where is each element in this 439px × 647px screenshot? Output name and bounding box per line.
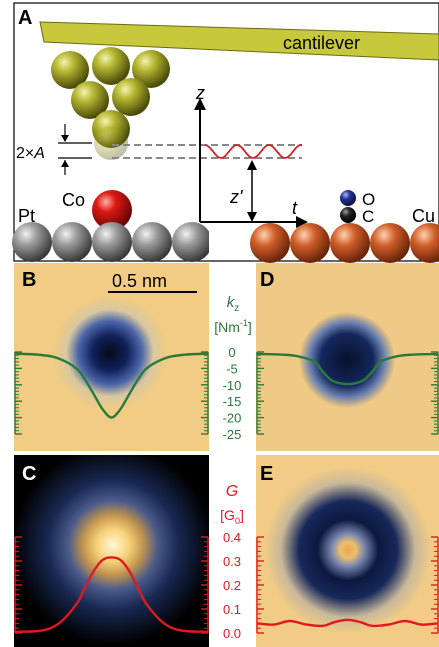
panel-e: E [256,455,439,647]
panel-b-afm-image [52,295,168,411]
pt-atom [12,222,52,262]
kz-tick-label: -5 [226,361,238,376]
panel-c-current-image [14,455,209,645]
tip-atom [92,47,130,85]
panel-e-current-image [256,455,439,647]
g-axis-symbol: G [226,483,238,500]
panel-b-kz-curve [14,352,209,419]
g-tick-label: 0.1 [223,602,241,617]
kz-axis: kz [Nm-1] 0-5 -10-15 -20-25 [214,294,252,442]
g-tick-labels: 0.4 0.3 0.2 0.1 0.0 [223,530,241,641]
oxygen-atom [340,190,356,206]
panel-b-ticks [14,351,209,435]
kz-tick-label: 0 [228,345,235,360]
carbon-atom [340,207,356,223]
panel-c-label: C [22,463,36,485]
kz-axis-unit: [Nm-1] [214,318,252,335]
g-tick-label: 0.3 [223,554,241,569]
tip-atom [112,78,150,116]
panel-e-g-curve [256,618,439,628]
panel-c-ticks [14,536,209,634]
oscillation-curve [204,144,303,159]
z-arrow-head [194,98,206,110]
z-prime-indicator: z' [229,160,257,222]
cantilever-beam [39,21,439,61]
g-tick-label: 0.0 [223,626,241,641]
amplitude-indicator: 2×A [16,124,92,175]
cobalt-label: Co [62,190,85,210]
pt-atom [52,222,92,262]
oxygen-label: O [362,190,375,209]
cu-atom [250,223,290,263]
kz-tick-label: -20 [223,411,242,426]
copper-surface [250,223,439,263]
tip-atom [71,81,109,119]
panel-d-kz-curve [256,352,439,386]
tip-atom [132,50,170,88]
panel-d: D [256,263,439,451]
kz-axis-symbol: kz [227,294,240,314]
surface-gap [209,224,247,260]
cu-atom [370,223,410,263]
kz-tick-labels: 0-5 -10-15 -20-25 [223,345,242,442]
pt-atom [132,222,172,262]
z-t-axes: z t [194,83,308,228]
panel-e-label: E [260,463,273,485]
panel-a: A cantilever 2×A [12,2,439,263]
panel-b-label: B [22,269,36,291]
cantilever-label: cantilever [283,33,360,53]
kz-tick-label: -10 [223,378,242,393]
tip-atom [51,51,89,89]
g-axis-unit: [G0] [220,507,244,526]
panel-d-ticks [256,351,439,435]
amplitude-label: 2×A [16,145,45,162]
platinum-surface [12,222,212,262]
panel-d-label: D [260,269,274,291]
tip-atoms [51,47,170,160]
pt-atom [172,222,212,262]
pt-atom [92,222,132,262]
panel-c-g-curve [14,556,209,633]
z-axis-label: z [195,83,205,103]
t-arrow-head [296,216,308,228]
z-prime-label: z' [229,187,243,207]
g-tick-label: 0.4 [223,530,241,545]
g-axis: G [G0] 0.4 0.3 0.2 0.1 0.0 [220,483,244,641]
kz-tick-label: -25 [223,427,242,442]
tip-atom-shadow [94,126,128,160]
panel-d-afm-image [299,312,395,408]
cu-atom [330,223,370,263]
t-axis-label: t [292,198,298,218]
cobalt-atom [92,190,132,230]
panel-a-label: A [18,7,32,29]
g-tick-label: 0.2 [223,578,241,593]
panel-e-ticks [256,536,439,634]
cu-atom [290,223,330,263]
copper-label: Cu [412,206,435,226]
scale-bar-label: 0.5 nm [112,271,167,291]
panel-b: B 0.5 nm [14,263,209,451]
cu-atom [410,223,439,263]
panel-c: C [14,455,209,647]
kz-tick-label: -15 [223,394,242,409]
platinum-label: Pt [18,206,35,226]
carbon-label: C [362,207,374,226]
